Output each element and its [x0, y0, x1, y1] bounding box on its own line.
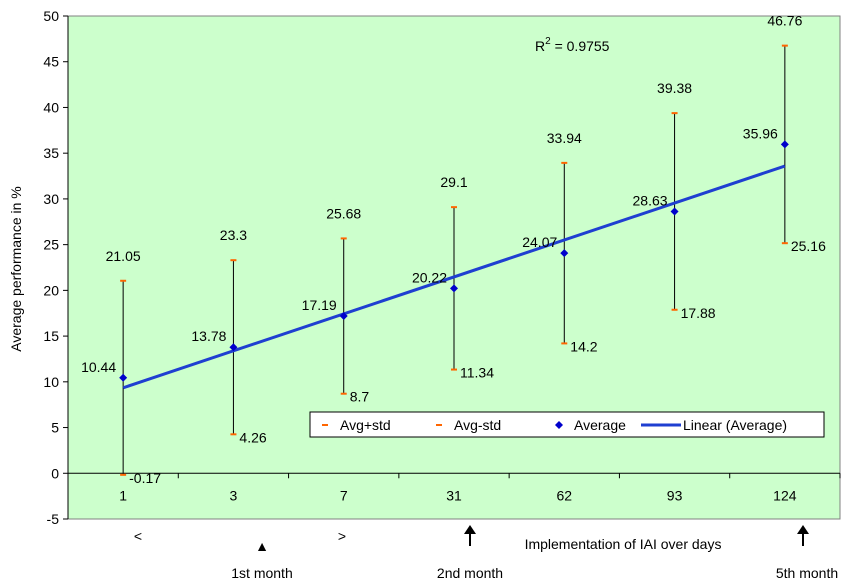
lower-data-label: 4.26 — [239, 429, 266, 445]
lower-data-label: 17.88 — [681, 305, 716, 321]
legend-label-average: Average — [574, 417, 626, 433]
upper-data-label: 29.1 — [440, 174, 467, 190]
average-data-label: 24.07 — [522, 234, 557, 250]
legend-label-avg-plus-std: Avg+std — [340, 417, 391, 433]
triangle-marker: ▲ — [255, 538, 269, 554]
legend-swatch-average — [555, 421, 563, 429]
y-tick-label: 25 — [43, 237, 59, 253]
y-tick-label: 0 — [51, 465, 59, 481]
upper-data-label: 46.76 — [767, 13, 802, 29]
upper-data-label: 25.68 — [326, 205, 361, 221]
x-tick-label: 31 — [446, 487, 462, 503]
less-than-marker: < — [134, 528, 142, 544]
lower-data-label: 25.16 — [791, 238, 826, 254]
y-tick-label: 20 — [43, 282, 59, 298]
arrow-5th-month-icon — [797, 525, 809, 546]
upper-data-label: 33.94 — [547, 130, 582, 146]
y-tick-label: 30 — [43, 191, 59, 207]
markers — [119, 140, 789, 382]
legend-box — [309, 411, 825, 438]
arrow-2nd-month-icon — [464, 525, 476, 546]
upper-data-label: 21.05 — [106, 248, 141, 264]
lower-data-label: 14.2 — [570, 338, 597, 354]
average-marker — [450, 284, 458, 293]
x-tick-label: 3 — [230, 487, 238, 503]
y-tick-label: 40 — [43, 99, 59, 115]
y-tick-label: 5 — [51, 420, 59, 436]
average-marker — [119, 373, 128, 382]
r-squared-label: R2 = 0.9755 — [535, 36, 610, 54]
x-tick-label: 7 — [340, 487, 348, 503]
x-tick-label: 124 — [773, 487, 797, 503]
annotations: < ▲ > 1st month 2nd month 5th month — [134, 525, 838, 581]
data-labels: 21.05 -0.17 10.44 23.3 4.26 13.78 25.68 8.7 17.1… — [81, 13, 826, 486]
x-axis-title: Implementation of IAI over days — [525, 536, 722, 552]
y-tick-label: 10 — [43, 374, 59, 390]
lower-data-label: 11.34 — [460, 365, 494, 381]
x-axis: 1 3 7 31 62 93 124 — [67, 472, 841, 503]
upper-data-label: 39.38 — [657, 80, 692, 96]
month-1-label: 1st month — [231, 565, 292, 581]
y-tick-label: -5 — [47, 511, 60, 527]
average-data-label: 20.22 — [412, 269, 447, 285]
lower-data-label: -0.17 — [129, 470, 161, 486]
average-data-label: 10.44 — [81, 359, 116, 375]
average-data-label: 17.19 — [302, 297, 337, 313]
y-tick-label: 15 — [43, 328, 59, 344]
month-2-label: 2nd month — [437, 565, 503, 581]
y-axis-title: Average performance in % — [8, 186, 24, 352]
legend-label-avg-minus-std: Avg-std — [454, 417, 501, 433]
legend: Avg+std Avg-std Average Linear (Average) — [309, 411, 825, 438]
average-data-label: 13.78 — [191, 328, 226, 344]
y-tick-label: 45 — [43, 54, 59, 70]
month-5-label: 5th month — [776, 565, 838, 581]
average-marker — [339, 312, 348, 321]
x-tick-label: 62 — [556, 487, 572, 503]
lower-data-label: 8.7 — [350, 389, 370, 405]
average-marker — [670, 207, 679, 216]
y-tick-label: 35 — [43, 145, 59, 161]
legend-label-linear: Linear (Average) — [683, 417, 787, 433]
y-tick-label: 50 — [43, 8, 59, 24]
average-marker — [560, 249, 569, 258]
y-axis: -5 0 5 10 15 20 25 30 35 40 45 50 — [43, 8, 69, 527]
x-tick-label: 1 — [119, 487, 127, 503]
greater-than-marker: > — [338, 528, 346, 544]
x-tick-label: 93 — [667, 487, 683, 503]
average-data-label: 35.96 — [743, 125, 778, 141]
average-marker — [229, 343, 238, 352]
average-marker — [780, 140, 789, 149]
average-data-label: 28.63 — [633, 192, 668, 208]
upper-data-label: 23.3 — [220, 227, 247, 243]
